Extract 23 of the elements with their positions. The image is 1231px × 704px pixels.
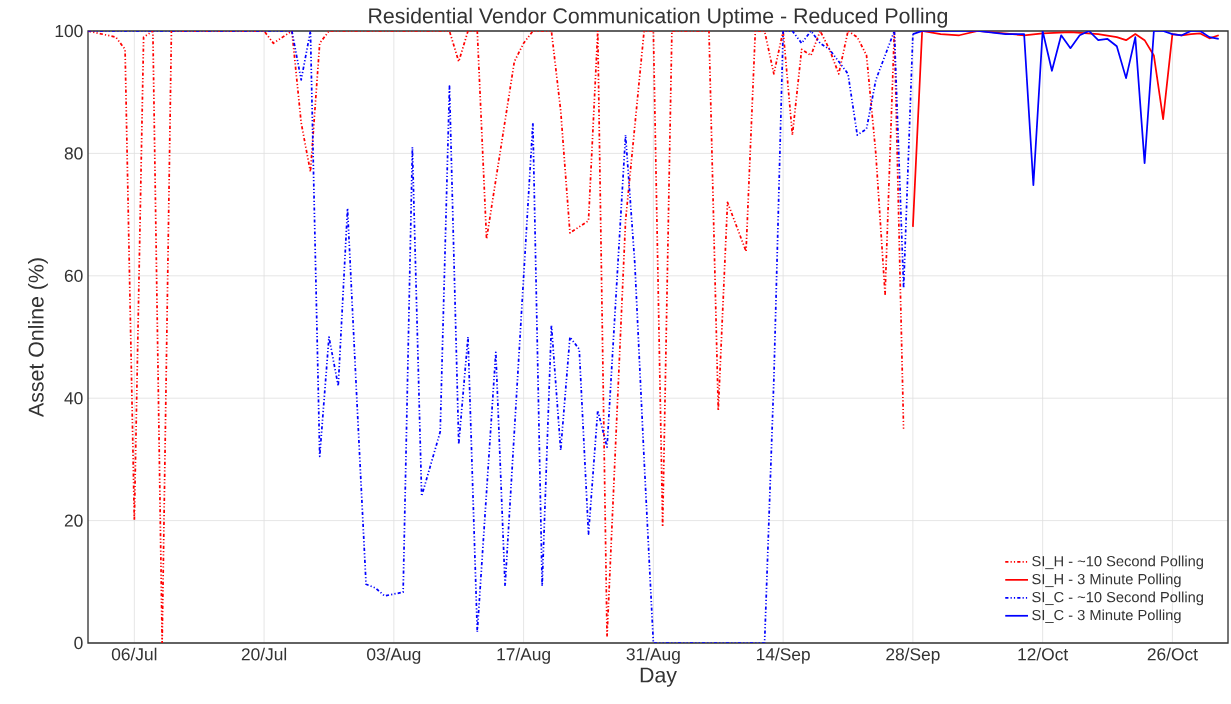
legend-label: SI_C - ~10 Second Polling [1032, 591, 1203, 606]
x-tick-label: 26/Oct [1147, 647, 1198, 661]
legend-label: SI_H - 3 Minute Polling [1032, 573, 1181, 588]
chart-title: Residential Vendor Communication Uptime - Reduced Polling [369, 7, 948, 28]
x-tick-label: 03/Aug [367, 647, 421, 664]
y-tick-label: 0 [74, 636, 83, 650]
x-tick-label: 20/Jul [241, 647, 287, 661]
line-series [912, 31, 1220, 228]
x-tick-label: 17/Aug [497, 647, 550, 664]
x-tick-label: 14/Sep [756, 647, 810, 664]
y-tick-label: 20 [64, 514, 83, 527]
y-tick-label: 100 [55, 24, 83, 38]
y-tick-label: 40 [64, 392, 83, 405]
legend-label: SI_C - 3 Minute Polling [1032, 609, 1181, 624]
legend-label: SI_H - ~10 Second Polling [1032, 555, 1203, 570]
x-axis-title: Day [640, 667, 677, 687]
x-tick-label: 06/Jul [111, 647, 157, 661]
y-tick-label: 80 [64, 147, 83, 160]
y-tick-label: 60 [64, 269, 83, 282]
x-tick-label: 28/Sep [886, 647, 940, 664]
x-tick-label: 31/Aug [626, 647, 680, 664]
y-axis-title: Asset Online (%) [28, 258, 48, 417]
x-tick-label: 12/Oct [1018, 647, 1069, 661]
